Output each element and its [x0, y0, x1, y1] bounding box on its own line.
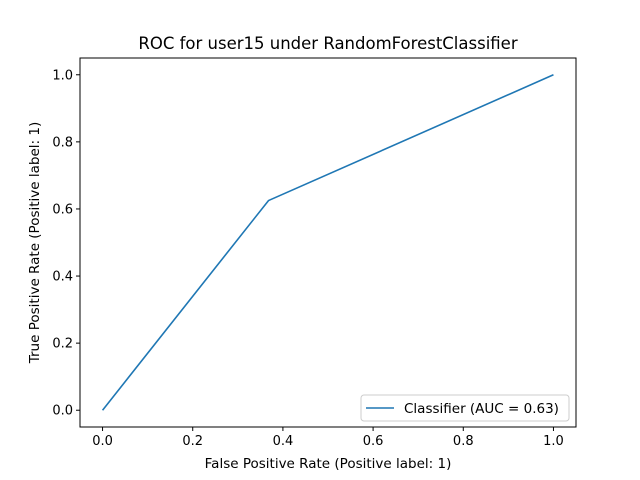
- y-axis-ticks: 0.0 0.2 0.4 0.6 0.8 1.0: [52, 68, 80, 419]
- x-tick-label: 0.8: [453, 434, 474, 449]
- y-axis-label: True Positive Rate (Positive label: 1): [27, 122, 43, 365]
- x-tick-label: 0.4: [273, 434, 294, 449]
- y-tick-label: 1.0: [52, 68, 73, 83]
- y-tick-label: 0.6: [52, 202, 73, 217]
- x-tick-label: 1.0: [543, 434, 564, 449]
- y-tick-label: 0.2: [52, 337, 73, 352]
- y-tick-label: 0.4: [52, 270, 73, 285]
- x-axis-ticks: 0.0 0.2 0.4 0.6 0.8 1.0: [92, 427, 564, 449]
- legend-box: [360, 394, 570, 422]
- chart-title: ROC for user15 under RandomForestClassif…: [138, 34, 517, 53]
- legend-entry-classifier: Classifier (AUC = 0.63): [404, 401, 559, 417]
- roc-curve-line: [101, 74, 554, 411]
- x-tick-label: 0.0: [92, 434, 113, 449]
- y-tick-label: 0.8: [52, 135, 73, 150]
- axes-frame: [79, 57, 577, 428]
- x-tick-label: 0.2: [182, 434, 203, 449]
- y-tick-label: 0.0: [52, 404, 73, 419]
- x-tick-label: 0.6: [363, 434, 384, 449]
- legend: Classifier (AUC = 0.63): [360, 394, 570, 422]
- x-axis-label: False Positive Rate (Positive label: 1): [205, 456, 452, 472]
- plot-area: 0.0 0.2 0.4 0.6 0.8 1.0 0.0 0.2 0.4 0.6 0.8 1.0: [52, 57, 577, 449]
- series-layer: [101, 74, 554, 411]
